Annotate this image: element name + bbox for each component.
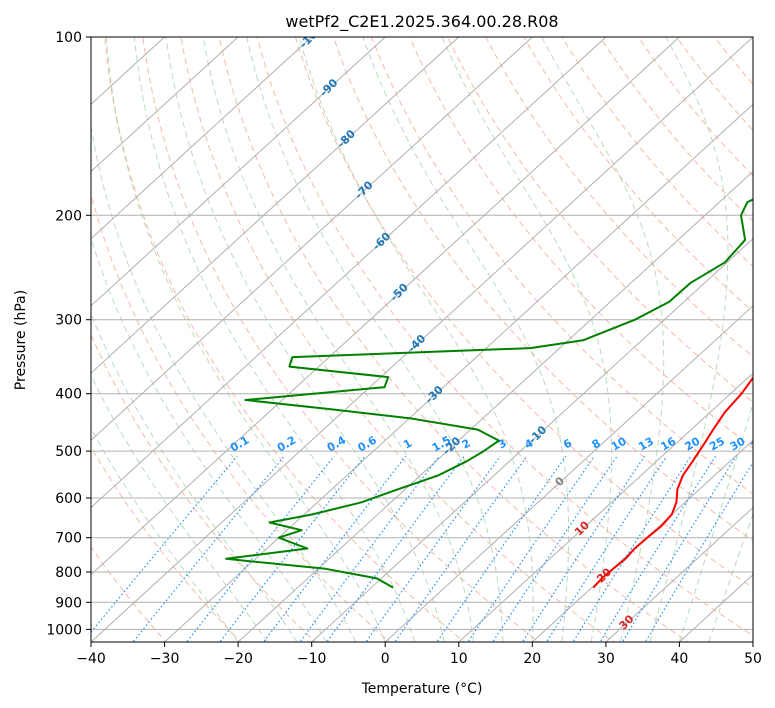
y-tick-label: 300 [55,313,82,329]
mixing-ratio-line [219,455,366,642]
mixing-ratio-line [436,455,567,642]
moist-adiabat-line [91,312,298,642]
y-tick-label: 400 [55,387,82,403]
dry-adiabat-line [370,37,753,495]
dry-adiabat-line [447,37,753,403]
dry-adiabat-line [523,37,753,313]
x-tick-label: 10 [450,651,468,667]
moist-adiabat-line [708,513,753,642]
x-tick-label: −30 [150,651,180,667]
y-tick-label: 700 [55,531,82,547]
moist-adiabat-line [91,123,357,642]
plot-area: 0.10.20.40.611.52346810131620253036-100-… [91,37,768,642]
dry-adiabat-line [485,37,753,358]
moist-adiabat-line [541,37,665,642]
mixing-ratio-line [262,455,407,642]
x-tick-label: −10 [297,651,327,667]
chart-title: wetPf2_C2E1.2025.364.00.28.R08 [285,12,558,32]
dry-adiabat-line [91,445,242,642]
isotherm-line [91,37,460,374]
isotherm-line [311,238,753,642]
x-axis-label: Temperature (°C) [361,681,483,697]
isotherm-line [384,305,753,642]
x-tick-label: 30 [597,651,615,667]
isotherm-line [237,170,753,642]
y-tick-label: 800 [55,565,82,581]
x-tick-label: −40 [76,651,106,667]
x-tick-label: 0 [381,651,390,667]
mixing-ratio-line [572,455,692,642]
dry-adiabat-line [409,37,753,449]
moist-adiabat-line [91,427,239,642]
moist-adiabat-line [649,37,729,642]
y-tick-label: 100 [55,30,82,46]
dry-adiabat-line [332,37,753,542]
isotherm-line [91,37,753,642]
temperature-profile-line [592,376,753,589]
moist-adiabat-line [202,37,474,642]
x-tick-label: −20 [223,651,253,667]
mixing-ratio-line [393,455,528,642]
moist-adiabat-line [165,37,445,642]
y-tick-label: 1000 [46,622,82,638]
y-tick-label: 900 [55,595,82,611]
axes: −40 −30 −20 −10 0 10 20 30 40 50 100 200 300 400 500 60… [46,30,762,667]
mixing-ratio-line [467,455,595,642]
y-axis-label: Pressure (hPa) [13,290,29,390]
moist-adiabat-line [106,37,386,642]
isotherm-line [91,37,313,240]
y-tick-label: 200 [55,208,82,224]
isotherm-line [91,37,607,509]
moist-adiabat-line [246,37,504,642]
mixing-ratio-line [365,455,501,642]
isotherm-line [458,372,753,642]
moist-adiabat-line [91,374,268,642]
y-tick-label: 600 [55,491,82,507]
mixing-ratio-label: 36 [748,434,768,453]
isotherm-line [91,37,680,576]
moist-adiabat-line [298,37,534,642]
isotherm-line [605,506,753,642]
moist-adiabat-line [441,37,612,642]
moist-adiabat-line [91,236,327,642]
plot-frame [90,36,754,643]
y-tick-label: 500 [55,444,82,460]
dry-adiabat-line [256,37,753,637]
dry-adiabat-line [142,37,540,642]
dewpoint-profile-line [225,198,753,589]
mixing-ratio-line [491,455,618,642]
isotherm-line [91,37,386,307]
mixing-ratio-line [91,455,238,633]
moist-adiabat-line [678,401,753,642]
mixing-ratio-line [545,455,668,642]
x-tick-label: 20 [523,651,541,667]
mixing-ratio-line [325,455,465,642]
x-tick-label: 50 [744,651,762,667]
isotherm-line [164,103,753,642]
mixing-ratio-line [299,455,440,642]
moist-adiabat-line [362,37,570,642]
x-tick-label: 40 [670,651,688,667]
isotherm-line [91,37,239,173]
dry-adiabat-line [294,37,753,589]
isotherm-line [91,37,533,441]
